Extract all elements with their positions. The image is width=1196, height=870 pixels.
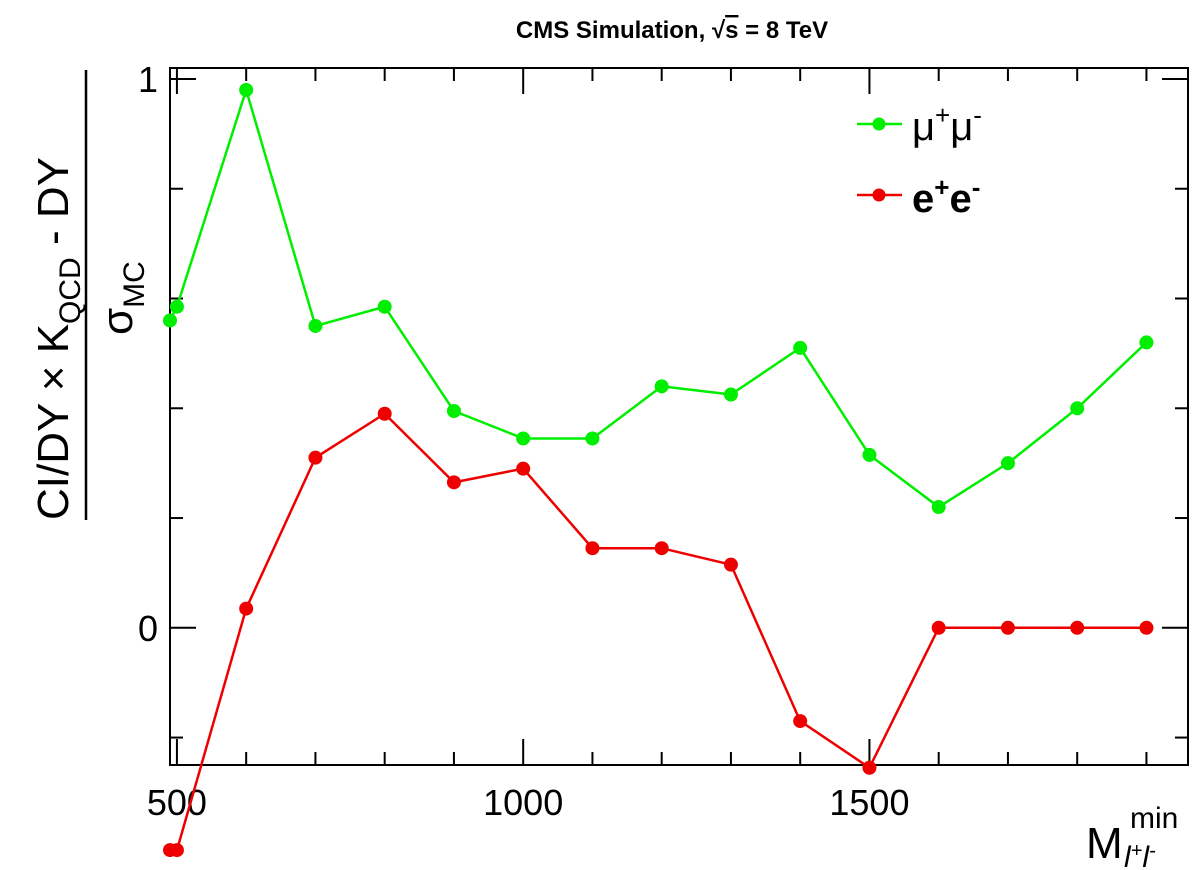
data-point-electron [793,714,808,729]
data-point-muon [516,431,531,446]
series-line-muon [168,85,1148,509]
y-axis-title: CI/DY × KQCD - DY σMC [29,70,151,520]
legend-label-electron: e+e- [912,172,980,221]
x-axis-title-sup: min [1130,802,1178,835]
data-point-muon [308,318,323,333]
data-point-electron [723,557,738,572]
x-axis-title: M min l+l- [1086,802,1178,870]
legend-entry-electron: e+e- [857,172,980,221]
legend-marker-muon [872,117,886,131]
x-axis-title-sub: l+l- [1124,840,1156,870]
x-tick-label: 500 [147,782,207,823]
data-point-electron [1139,620,1154,635]
data-point-muon [862,447,877,462]
y-tick-label: 1 [138,59,158,100]
data-point-muon [377,299,392,314]
x-tick-label: 1500 [829,782,909,823]
y-tick-label: 0 [138,608,158,649]
axis-ticks [170,68,1188,765]
data-point-electron [1000,620,1015,635]
data-point-muon [585,431,600,446]
data-point-muon [163,313,177,328]
data-point-muon [169,299,184,314]
data-point-electron [1070,620,1085,635]
series-layer [163,82,1154,858]
plot-frame [169,67,1189,766]
data-point-electron [377,406,392,421]
data-point-electron [239,601,254,616]
data-point-muon [723,387,738,402]
data-point-electron [862,760,877,775]
data-point-muon [793,340,808,355]
y-axis-numerator: CI/DY × KQCD - DY [29,157,87,520]
data-point-electron [931,620,946,635]
legend-label-muon: μ+μ- [912,100,982,149]
data-point-muon [931,500,946,515]
axis-tick-labels: 500 1000 1500 0 1 [138,59,910,823]
data-point-muon [1000,456,1015,471]
chart-title: CMS Simulation, √s = 8 TeV [516,17,828,44]
legend-marker-electron [872,188,886,202]
data-point-electron [654,541,669,556]
y-axis-denominator: σMC [93,261,151,335]
data-point-muon [239,82,254,97]
data-point-muon [1139,335,1154,350]
data-point-electron [446,475,461,490]
data-point-muon [1070,401,1085,416]
data-point-electron [516,461,531,476]
series-line-electron [170,412,1147,852]
sqrt-symbol: √ [712,17,726,44]
data-point-electron [308,450,323,465]
x-axis-title-main: M [1086,819,1123,868]
data-point-muon [446,404,461,419]
data-point-electron [163,843,177,858]
legend-entry-muon: μ+μ- [857,100,982,149]
data-point-electron [585,541,600,556]
x-tick-label: 1000 [483,782,563,823]
data-point-muon [654,379,669,394]
sqrt-bar-text: s [725,17,738,44]
legend: μ+μ- e+e- [857,100,982,221]
